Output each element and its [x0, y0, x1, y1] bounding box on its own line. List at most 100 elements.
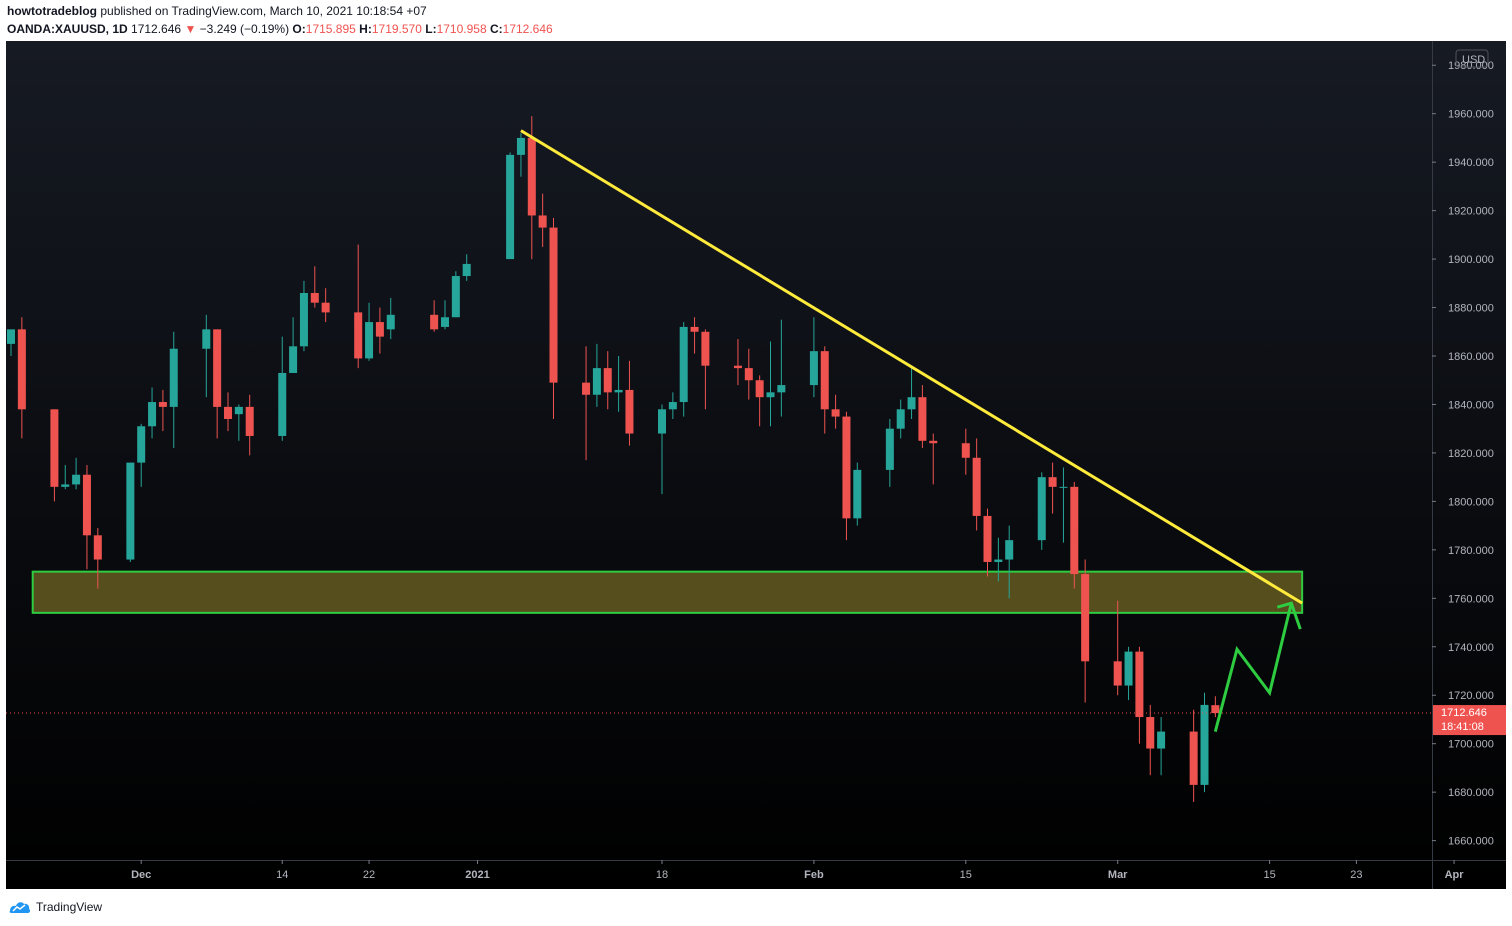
candle-body[interactable] — [592, 368, 601, 395]
candle-body[interactable] — [527, 137, 536, 216]
candle-body[interactable] — [365, 322, 374, 359]
last-price-tag[interactable] — [1433, 705, 1506, 736]
candle-body[interactable] — [885, 428, 894, 470]
price-axis[interactable]: 1980.000 1960.000 1940.000 1920.000 1900.000… — [1432, 49, 1506, 848]
candle-body[interactable] — [148, 402, 157, 427]
candle-body[interactable] — [7, 329, 15, 344]
candle-body[interactable] — [1048, 477, 1057, 487]
candle-body[interactable] — [755, 380, 764, 398]
candle-body[interactable] — [321, 302, 330, 313]
projection-path[interactable] — [1213, 602, 1293, 732]
candle-body[interactable] — [907, 397, 916, 410]
candle-body[interactable] — [234, 406, 243, 415]
candlestick-chart[interactable]: 1980.000 1960.000 1940.000 1920.000 1900.000… — [6, 41, 1506, 889]
currency-badge[interactable] — [1455, 49, 1489, 68]
candle-body[interactable] — [820, 351, 829, 410]
chart-area[interactable]: 1980.000 1960.000 1940.000 1920.000 1900.000… — [6, 41, 1506, 889]
tradingview-brand[interactable]: TradingView — [8, 899, 102, 915]
candle-body[interactable] — [701, 331, 710, 366]
candle-body[interactable] — [549, 227, 558, 383]
candle-body[interactable] — [82, 474, 91, 536]
candle-body[interactable] — [603, 368, 612, 393]
price-label: 1700.000 — [1448, 739, 1494, 751]
candle-body[interactable] — [1081, 574, 1090, 662]
candle-body[interactable] — [1189, 731, 1198, 785]
candle-body[interactable] — [299, 293, 308, 347]
candle-body[interactable] — [17, 329, 26, 410]
candle-body[interactable] — [538, 215, 547, 228]
candle-body[interactable] — [690, 326, 699, 332]
candle-body[interactable] — [853, 469, 862, 519]
candle-body[interactable] — [354, 312, 363, 359]
candle-body[interactable] — [245, 406, 254, 436]
candle-body[interactable] — [451, 276, 460, 318]
candle-body[interactable] — [582, 382, 591, 395]
candle-body[interactable] — [983, 515, 992, 562]
candle-body[interactable] — [1059, 486, 1068, 488]
time-axis[interactable]: Dec 14 22 2021 18 Feb 15 Mar 15 23 Apr — [131, 860, 1464, 881]
candle-body[interactable] — [289, 346, 298, 373]
candle-body[interactable] — [462, 263, 471, 277]
candle-body[interactable] — [614, 389, 623, 393]
price-label: 1980.000 — [1448, 60, 1494, 72]
candle-body[interactable] — [658, 409, 666, 434]
candle-body[interactable] — [430, 314, 439, 330]
candle-body[interactable] — [50, 409, 59, 487]
candle-body[interactable] — [1157, 731, 1166, 749]
candle-body[interactable] — [1146, 717, 1155, 749]
descending-trendline[interactable] — [520, 129, 1303, 605]
candle-body[interactable] — [809, 351, 818, 386]
candle-body[interactable] — [158, 402, 167, 407]
candle-body[interactable] — [766, 392, 775, 398]
candle-body[interactable] — [126, 462, 135, 560]
candle-body[interactable] — [733, 365, 742, 369]
candle-body[interactable] — [777, 385, 786, 393]
candle-body[interactable] — [169, 348, 178, 407]
drawings-layer[interactable] — [6, 129, 1432, 732]
price-label: 1880.000 — [1448, 303, 1494, 315]
candle-body[interactable] — [61, 484, 70, 487]
support-zone-rect[interactable] — [31, 570, 1304, 614]
candles-layer[interactable] — [7, 116, 1220, 802]
candle-body[interactable] — [1037, 477, 1046, 541]
candle-body[interactable] — [137, 426, 146, 463]
candle-body[interactable] — [386, 314, 395, 330]
candle-body[interactable] — [744, 368, 753, 381]
candle-body[interactable] — [506, 154, 515, 260]
candle-body[interactable] — [668, 402, 677, 410]
candle-body[interactable] — [72, 474, 81, 485]
candle-body[interactable] — [278, 372, 287, 436]
candle-body[interactable] — [1005, 540, 1014, 560]
published-text: published on TradingView.com, March 10, … — [100, 4, 427, 18]
candle-body[interactable] — [1113, 661, 1122, 686]
change-arrow: ▼ — [184, 22, 197, 36]
candle-body[interactable] — [625, 389, 634, 434]
candle-body[interactable] — [441, 317, 449, 327]
candle-body[interactable] — [1124, 651, 1133, 686]
candle-body[interactable] — [679, 326, 688, 403]
candle-body[interactable] — [842, 416, 851, 519]
publisher-name[interactable]: howtotradeblog — [7, 4, 97, 18]
candle-body[interactable] — [994, 559, 1003, 562]
candle-body[interactable] — [213, 329, 222, 407]
candle-body[interactable] — [93, 535, 102, 560]
candle-body[interactable] — [1070, 486, 1079, 575]
candle-body[interactable] — [1211, 705, 1220, 714]
time-label: Apr — [1445, 869, 1465, 881]
candle-body[interactable] — [831, 409, 840, 417]
open-value: 1715.895 — [305, 22, 356, 36]
candle-body[interactable] — [918, 397, 927, 441]
candle-body[interactable] — [972, 457, 981, 516]
time-label: 2021 — [465, 869, 489, 881]
candle-body[interactable] — [896, 409, 905, 429]
candle-body[interactable] — [516, 137, 525, 155]
candle-body[interactable] — [202, 329, 211, 349]
time-label: 18 — [656, 869, 668, 881]
candle-body[interactable] — [1135, 651, 1144, 718]
candle-body[interactable] — [310, 293, 319, 303]
candle-body[interactable] — [224, 406, 232, 419]
candle-body[interactable] — [961, 443, 970, 458]
candle-body[interactable] — [375, 322, 384, 337]
candle-body[interactable] — [929, 440, 938, 444]
candle-body[interactable] — [1200, 704, 1209, 785]
